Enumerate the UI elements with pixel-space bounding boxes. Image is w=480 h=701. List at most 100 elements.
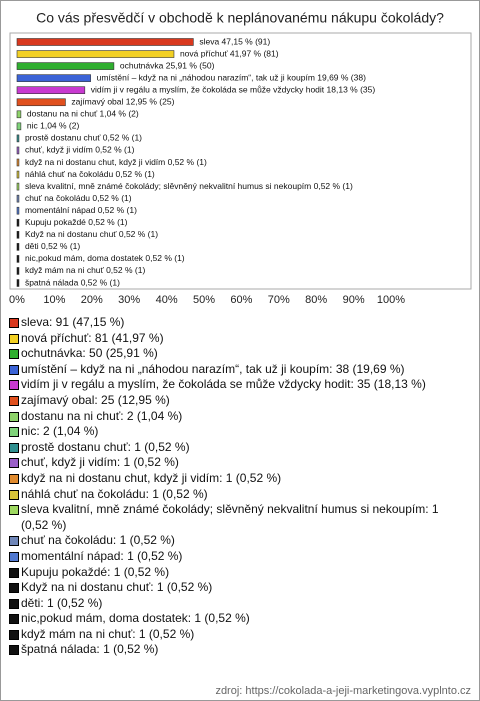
- legend-swatch: [9, 364, 19, 375]
- bar: [16, 194, 20, 203]
- legend-item: prostě dostanu chuť: 1 (0,52 %): [9, 440, 464, 456]
- legend-label: chuť, když ji vidím: 1 (0,52 %): [21, 455, 179, 470]
- x-tick-label: 80%: [305, 294, 327, 306]
- value-label: Když na ni dostanu chuť 0,52 % (1): [25, 229, 158, 239]
- x-tick-label: 60%: [230, 294, 252, 306]
- chart: Co vás přesvědčí v obchodě k neplánované…: [9, 10, 472, 306]
- legend-item: sleva: 91 (47,15 %): [9, 315, 464, 331]
- legend-item: nic: 2 (1,04 %): [9, 424, 464, 440]
- legend-swatch: [9, 505, 19, 516]
- value-label: děti 0,52 % (1): [25, 241, 80, 251]
- value-label: zajímavý obal 12,95 % (25): [71, 97, 174, 107]
- plot-frame: [9, 32, 472, 290]
- legend-label: když mám na ni chuť: 1 (0,52 %): [21, 626, 195, 641]
- bar: [16, 231, 20, 239]
- value-label: momentální nápad 0,52 % (1): [25, 205, 137, 215]
- bar: [16, 38, 194, 46]
- bar: [16, 74, 91, 82]
- legend-swatch: [9, 567, 19, 578]
- value-label: Kupuju pokaždé 0,52 % (1): [25, 217, 128, 227]
- legend-label: nová příchuť: 81 (41,97 %): [21, 330, 164, 345]
- legend-swatch: [9, 473, 19, 484]
- legend-label: umístění – když na ni „náhodou narazím“,…: [21, 361, 405, 376]
- legend-item: nová příchuť: 81 (41,97 %): [9, 331, 464, 347]
- bar: [16, 86, 86, 94]
- x-tick-label: 100%: [377, 294, 405, 306]
- value-label: nic 1,04 % (2): [27, 121, 80, 131]
- bar: [16, 158, 20, 167]
- bar: [16, 170, 20, 179]
- legend-label: děti: 1 (0,52 %): [21, 595, 103, 610]
- x-tick-label: 90%: [343, 294, 365, 306]
- value-label: sleva kvalitní, mně známé čokolády; slěv…: [25, 181, 353, 191]
- legend-item: zajímavý obal: 25 (12,95 %): [9, 393, 464, 409]
- bar: [16, 134, 20, 143]
- bar: [16, 62, 115, 70]
- value-label: nic,pokud mám, doma dostatek 0,52 % (1): [25, 253, 185, 263]
- value-label: špatná nálada 0,52 % (1): [25, 277, 120, 287]
- legend-item: nic,pokud mám, doma dostatek: 1 (0,52 %): [9, 611, 464, 627]
- value-label: chuť na čokoládu 0,52 % (1): [25, 193, 132, 203]
- legend-swatch: [9, 645, 19, 656]
- value-label: vidím ji v regálu a myslím, že čokoláda …: [91, 84, 376, 94]
- legend-swatch: [9, 349, 19, 360]
- legend-item: Kupuju pokaždé: 1 (0,52 %): [9, 565, 464, 581]
- legend-item: chuť, když ji vidím: 1 (0,52 %): [9, 455, 464, 471]
- legend-label: sleva kvalitní, mně známé čokolády; slěv…: [21, 502, 439, 532]
- legend-label: zajímavý obal: 25 (12,95 %): [21, 392, 170, 407]
- x-tick-label: 0%: [9, 294, 25, 306]
- x-tick-label: 30%: [118, 294, 140, 306]
- legend-label: Kupuju pokaždé: 1 (0,52 %): [21, 564, 170, 579]
- legend-label: náhlá chuť na čokoládu: 1 (0,52 %): [21, 486, 208, 501]
- value-label: sleva 47,15 % (91): [199, 36, 270, 46]
- legend-swatch: [9, 427, 19, 438]
- legend-item: chuť na čokoládu: 1 (0,52 %): [9, 533, 464, 549]
- legend-swatch: [9, 380, 19, 391]
- legend-label: momentální nápad: 1 (0,52 %): [21, 548, 183, 563]
- value-label: dostanu na ni chuť 1,04 % (2): [27, 109, 139, 119]
- source: zdroj: https://cokolada-a-jeji-marketing…: [215, 685, 471, 697]
- legend-item: když na ni dostanu chut, když ji vidím: …: [9, 471, 464, 487]
- legend-swatch: [9, 583, 19, 594]
- bar: [16, 279, 20, 287]
- legend-item: děti: 1 (0,52 %): [9, 596, 464, 612]
- legend-swatch: [9, 536, 19, 547]
- legend-item: když mám na ni chuť: 1 (0,52 %): [9, 627, 464, 643]
- bar: [16, 50, 175, 58]
- value-label: nová příchuť 41,97 % (81): [180, 48, 279, 58]
- x-tick-label: 20%: [81, 294, 103, 306]
- bar: [16, 206, 20, 215]
- legend-swatch: [9, 489, 19, 500]
- legend-item: ochutnávka: 50 (25,91 %): [9, 346, 464, 362]
- legend-swatch: [9, 333, 19, 344]
- legend-label: nic,pokud mám, doma dostatek: 1 (0,52 %): [21, 611, 250, 626]
- bar: [16, 122, 22, 131]
- value-label: umístění – když na ni „náhodou narazím“,…: [97, 72, 366, 82]
- legend-swatch: [9, 411, 19, 422]
- legend-label: prostě dostanu chuť: 1 (0,52 %): [21, 439, 190, 454]
- legend-item: náhlá chuť na čokoládu: 1 (0,52 %): [9, 487, 464, 503]
- legend-item: Když na ni dostanu chuť: 1 (0,52 %): [9, 580, 464, 596]
- legend-label: ochutnávka: 50 (25,91 %): [21, 346, 158, 361]
- chart-title: Co vás přesvědčí v obchodě k neplánované…: [36, 10, 444, 26]
- legend-label: sleva: 91 (47,15 %): [21, 315, 125, 329]
- value-label: když na ni dostanu chut, když ji vidím 0…: [25, 157, 207, 167]
- legend-label: dostanu na ni chuť: 2 (1,04 %): [21, 408, 183, 423]
- bar: [16, 243, 20, 251]
- legend-item: špatná nálada: 1 (0,52 %): [9, 642, 464, 658]
- legend-swatch: [9, 442, 19, 453]
- value-label: náhlá chuť na čokoládu 0,52 % (1): [25, 169, 155, 179]
- legend-item: sleva kvalitní, mně známé čokolády; slěv…: [9, 502, 464, 533]
- bar: [16, 182, 20, 191]
- x-tick-label: 70%: [268, 294, 290, 306]
- value-label: když mám na ni chuť 0,52 % (1): [25, 265, 146, 275]
- value-label: chuť, když ji vidím 0,52 % (1): [25, 145, 135, 155]
- bar: [16, 218, 20, 227]
- legend-swatch: [9, 598, 19, 609]
- legend-swatch: [9, 318, 19, 328]
- legend-label: nic: 2 (1,04 %): [21, 424, 99, 439]
- legend-item: umístění – když na ni „náhodou narazím“,…: [9, 362, 464, 378]
- legend-swatch: [9, 614, 19, 625]
- bar: [16, 110, 22, 119]
